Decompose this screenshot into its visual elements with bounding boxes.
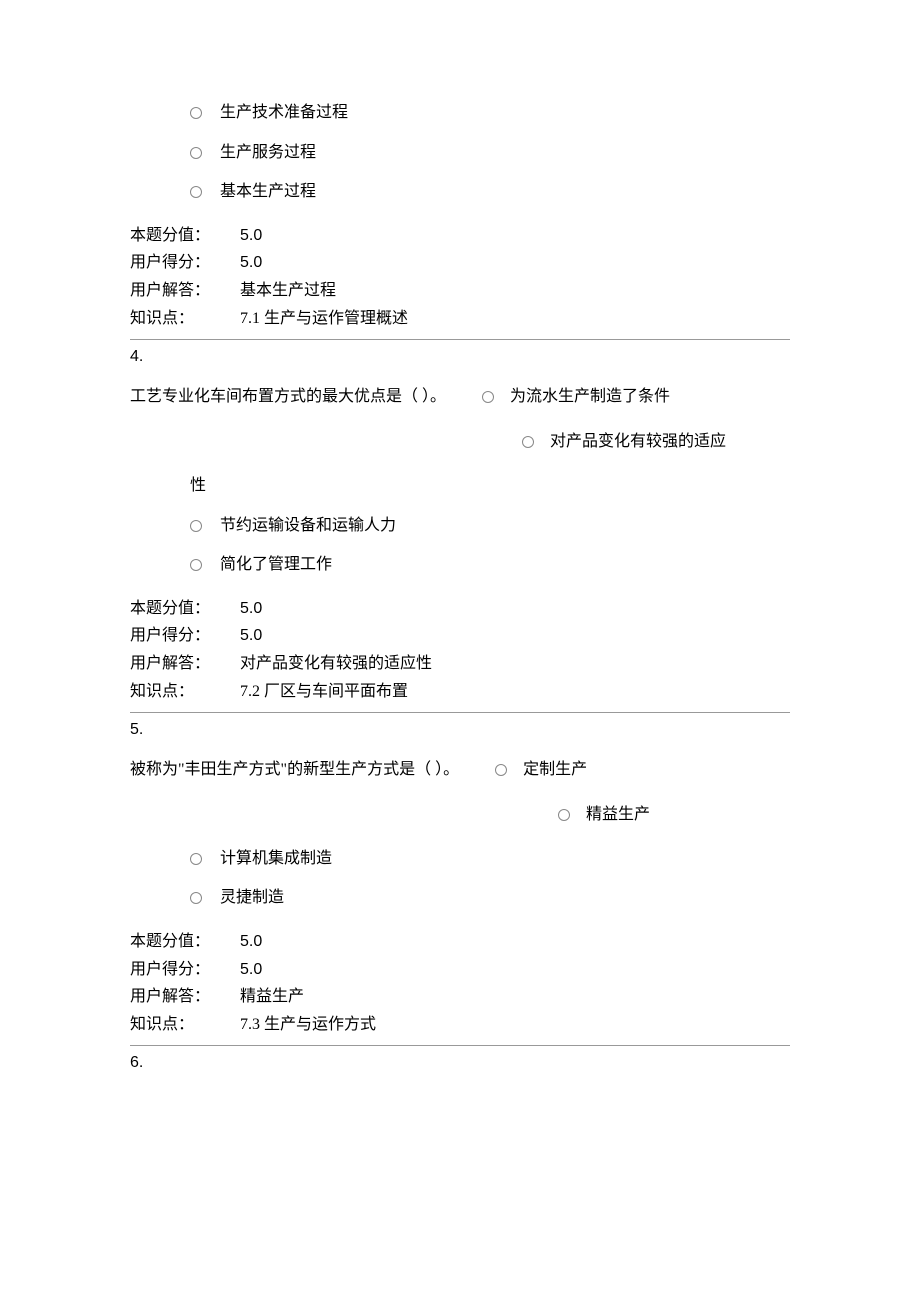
radio-icon <box>522 436 534 448</box>
user-score-label: 用户得分： <box>130 250 240 276</box>
q3-option-a[interactable]: 生产技术准备过程 <box>190 100 790 126</box>
question-number: 5. <box>130 717 790 743</box>
kp-value: 7.2 厂区与车间平面布置 <box>240 679 408 705</box>
radio-icon <box>190 853 202 865</box>
q4-option-4[interactable]: 简化了管理工作 <box>190 552 790 578</box>
option-text: 简化了管理工作 <box>220 552 332 578</box>
q4-option-1[interactable]: 为流水生产制造了条件 <box>482 384 670 410</box>
option-text: 生产服务过程 <box>220 140 316 166</box>
kp-label: 知识点： <box>130 306 240 332</box>
radio-icon <box>190 107 202 119</box>
score-value: 5.0 <box>240 596 262 622</box>
question-3-tail: 生产技术准备过程 生产服务过程 基本生产过程 本题分值： 5.0 用户得分： 5… <box>130 100 790 331</box>
score-value: 5.0 <box>240 223 262 249</box>
score-value: 5.0 <box>240 929 262 955</box>
user-answer-value: 对产品变化有较强的适应性 <box>240 651 432 677</box>
question-number: 6. <box>130 1050 790 1076</box>
kp-value: 7.3 生产与运作方式 <box>240 1012 376 1038</box>
question-4: 4. 工艺专业化车间布置方式的最大优点是（ ）。 为流水生产制造了条件 对产品变… <box>130 344 790 704</box>
radio-icon <box>190 186 202 198</box>
option-text: 基本生产过程 <box>220 179 316 205</box>
question-number: 4. <box>130 344 790 370</box>
option-wrap-tail: 性 <box>190 473 790 499</box>
kp-label: 知识点： <box>130 1012 240 1038</box>
q4-option-2[interactable]: 对产品变化有较强的适应 <box>522 429 726 455</box>
question-stem: 被称为"丰田生产方式"的新型生产方式是（ ）。 <box>130 757 459 783</box>
user-score-label: 用户得分： <box>130 623 240 649</box>
question-stem: 工艺专业化车间布置方式的最大优点是（ ）。 <box>130 384 446 410</box>
radio-icon <box>190 559 202 571</box>
option-text: 精益生产 <box>586 802 650 828</box>
radio-icon <box>190 147 202 159</box>
radio-icon <box>495 764 507 776</box>
user-answer-label: 用户解答： <box>130 651 240 677</box>
option-text: 对产品变化有较强的适应 <box>550 429 726 455</box>
q4-option-3[interactable]: 节约运输设备和运输人力 <box>190 513 790 539</box>
user-score-value: 5.0 <box>240 957 262 983</box>
user-answer-value: 基本生产过程 <box>240 278 336 304</box>
q5-option-2[interactable]: 精益生产 <box>558 802 650 828</box>
divider <box>130 712 790 713</box>
score-label: 本题分值： <box>130 929 240 955</box>
kp-label: 知识点： <box>130 679 240 705</box>
user-score-label: 用户得分： <box>130 957 240 983</box>
divider <box>130 339 790 340</box>
user-score-value: 5.0 <box>240 250 262 276</box>
option-text: 计算机集成制造 <box>220 846 332 872</box>
user-answer-label: 用户解答： <box>130 984 240 1010</box>
q5-meta: 本题分值： 5.0 用户得分： 5.0 用户解答： 精益生产 知识点： 7.3 … <box>130 929 790 1037</box>
option-text: 定制生产 <box>523 757 587 783</box>
option-text: 灵捷制造 <box>220 885 284 911</box>
user-answer-label: 用户解答： <box>130 278 240 304</box>
user-score-value: 5.0 <box>240 623 262 649</box>
q5-option-3[interactable]: 计算机集成制造 <box>190 846 790 872</box>
question-5: 5. 被称为"丰田生产方式"的新型生产方式是（ ）。 定制生产 精益生产 计算机… <box>130 717 790 1037</box>
score-label: 本题分值： <box>130 223 240 249</box>
option-text: 节约运输设备和运输人力 <box>220 513 396 539</box>
q3-meta: 本题分值： 5.0 用户得分： 5.0 用户解答： 基本生产过程 知识点： 7.… <box>130 223 790 331</box>
score-label: 本题分值： <box>130 596 240 622</box>
radio-icon <box>190 520 202 532</box>
q4-meta: 本题分值： 5.0 用户得分： 5.0 用户解答： 对产品变化有较强的适应性 知… <box>130 596 790 704</box>
question-6: 6. <box>130 1050 790 1076</box>
q3-option-b[interactable]: 生产服务过程 <box>190 140 790 166</box>
option-text: 生产技术准备过程 <box>220 100 348 126</box>
radio-icon <box>190 892 202 904</box>
q3-option-c[interactable]: 基本生产过程 <box>190 179 790 205</box>
radio-icon <box>482 391 494 403</box>
radio-icon <box>558 809 570 821</box>
kp-value: 7.1 生产与运作管理概述 <box>240 306 408 332</box>
q5-option-1[interactable]: 定制生产 <box>495 757 587 783</box>
q5-option-4[interactable]: 灵捷制造 <box>190 885 790 911</box>
user-answer-value: 精益生产 <box>240 984 304 1010</box>
divider <box>130 1045 790 1046</box>
option-text: 为流水生产制造了条件 <box>510 384 670 410</box>
